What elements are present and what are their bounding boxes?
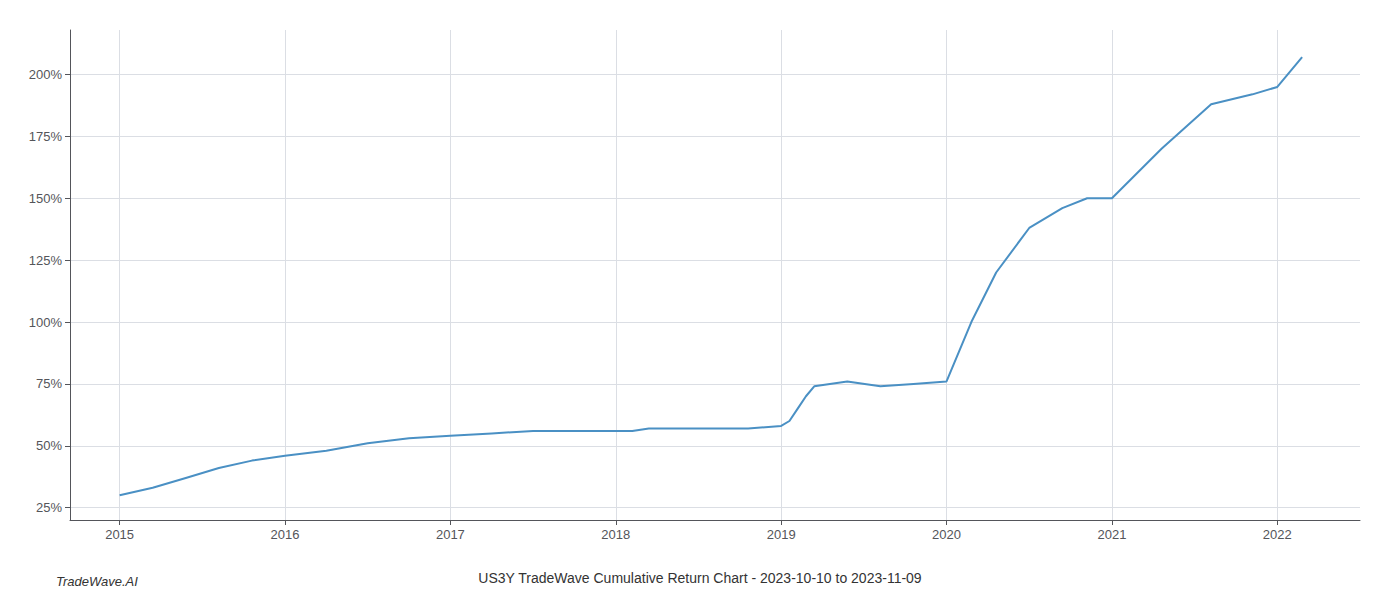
svg-text:50%: 50% [36, 438, 62, 453]
svg-text:100%: 100% [29, 315, 63, 330]
svg-text:25%: 25% [36, 500, 62, 515]
svg-text:2018: 2018 [601, 527, 630, 542]
svg-text:TradeWave.AI: TradeWave.AI [56, 574, 138, 589]
svg-text:US3Y TradeWave Cumulative Retu: US3Y TradeWave Cumulative Return Chart -… [478, 570, 922, 586]
svg-text:2019: 2019 [767, 527, 796, 542]
svg-text:75%: 75% [36, 376, 62, 391]
svg-text:200%: 200% [29, 67, 63, 82]
svg-text:2015: 2015 [105, 527, 134, 542]
svg-text:2017: 2017 [436, 527, 465, 542]
svg-text:2021: 2021 [1097, 527, 1126, 542]
svg-text:125%: 125% [29, 253, 63, 268]
svg-text:2022: 2022 [1263, 527, 1292, 542]
svg-text:2020: 2020 [932, 527, 961, 542]
svg-text:175%: 175% [29, 129, 63, 144]
svg-text:150%: 150% [29, 191, 63, 206]
svg-text:2016: 2016 [271, 527, 300, 542]
